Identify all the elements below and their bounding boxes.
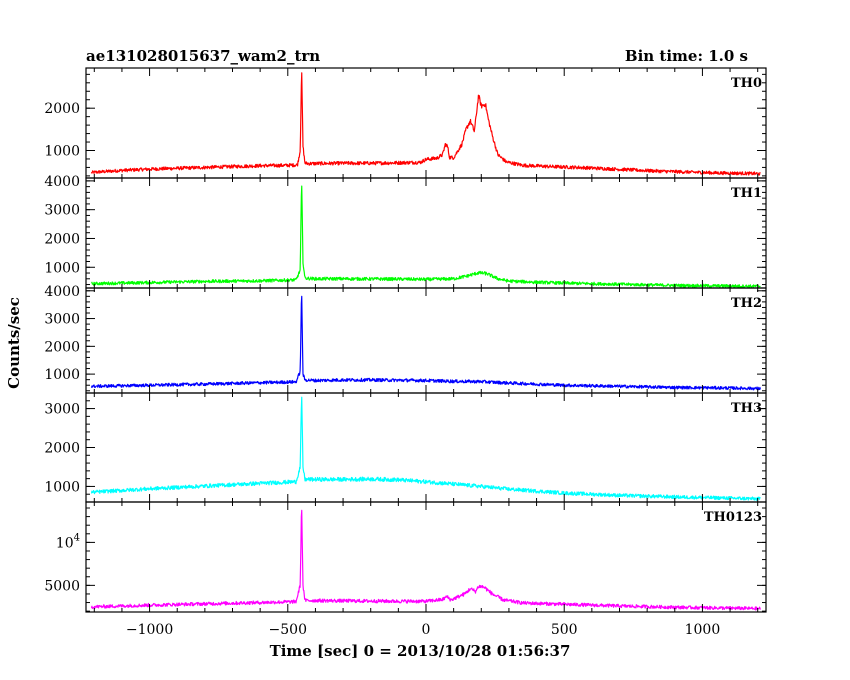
y-tick-label: 3000 bbox=[44, 402, 80, 418]
panel-th0123: TH0123 5000 104 bbox=[44, 501, 767, 613]
series-line-th0 bbox=[90, 72, 761, 176]
panel-th1: TH1 1000 2000 3000 4000 bbox=[44, 174, 767, 289]
x-tick-label: 0 bbox=[422, 622, 431, 638]
x-tick-label: −1000 bbox=[126, 622, 173, 638]
panel-th0: TH0 1000 2000 bbox=[44, 67, 767, 179]
y-axis-title: Counts/sec bbox=[5, 297, 23, 389]
y-tick-label: 1000 bbox=[44, 367, 80, 383]
panel-th3: TH3 1000 2000 3000 bbox=[44, 392, 767, 503]
figure-title: ae131028015637_wam2_trn bbox=[86, 47, 320, 65]
series-line-th1 bbox=[91, 185, 761, 289]
panel-label-th0: TH0 bbox=[731, 76, 762, 91]
series-line-th3 bbox=[90, 396, 761, 501]
panel-frame bbox=[85, 177, 767, 289]
panels-group: TH0 1000 2000 TH1 1000 2000 3000 4000 TH2 1000 200… bbox=[44, 67, 767, 613]
series-line-th0123 bbox=[90, 509, 761, 611]
panel-frame bbox=[85, 67, 767, 179]
x-tick-label: −500 bbox=[269, 622, 307, 638]
y-tick-label: 5000 bbox=[44, 578, 80, 594]
y-tick-label: 4000 bbox=[44, 174, 80, 190]
bin-time-label: Bin time: 1.0 s bbox=[625, 47, 748, 65]
panel-label-th0123: TH0123 bbox=[704, 510, 762, 525]
y-tick-label: 2000 bbox=[44, 231, 80, 247]
y-tick-label: 1000 bbox=[44, 260, 80, 276]
y-tick-label: 3000 bbox=[44, 312, 80, 328]
y-tick-label: 2000 bbox=[44, 339, 80, 355]
panel-frame bbox=[85, 287, 767, 394]
x-axis-title: Time [sec] 0 = 2013/10/28 01:56:37 bbox=[270, 642, 571, 660]
x-tick-label: 1000 bbox=[685, 622, 721, 638]
y-tick-label: 1000 bbox=[44, 144, 80, 160]
series-line-th2 bbox=[90, 295, 761, 391]
y-tick-label: 1000 bbox=[44, 479, 80, 495]
y-tick-label: 2000 bbox=[44, 441, 80, 457]
x-axis: −1000 −500 0 500 1000 bbox=[126, 622, 720, 638]
y-tick-label: 4000 bbox=[44, 284, 80, 300]
y-tick-label: 2000 bbox=[44, 101, 80, 117]
panel-label-th2: TH2 bbox=[731, 296, 762, 311]
y-tick-label: 104 bbox=[56, 532, 80, 551]
x-tick-label: 500 bbox=[551, 622, 578, 638]
panel-th2: TH2 1000 2000 3000 4000 bbox=[44, 284, 767, 394]
panel-frame bbox=[85, 501, 767, 613]
y-tick-label: 3000 bbox=[44, 203, 80, 219]
panel-label-th1: TH1 bbox=[731, 186, 762, 201]
panel-label-th3: TH3 bbox=[731, 401, 762, 416]
